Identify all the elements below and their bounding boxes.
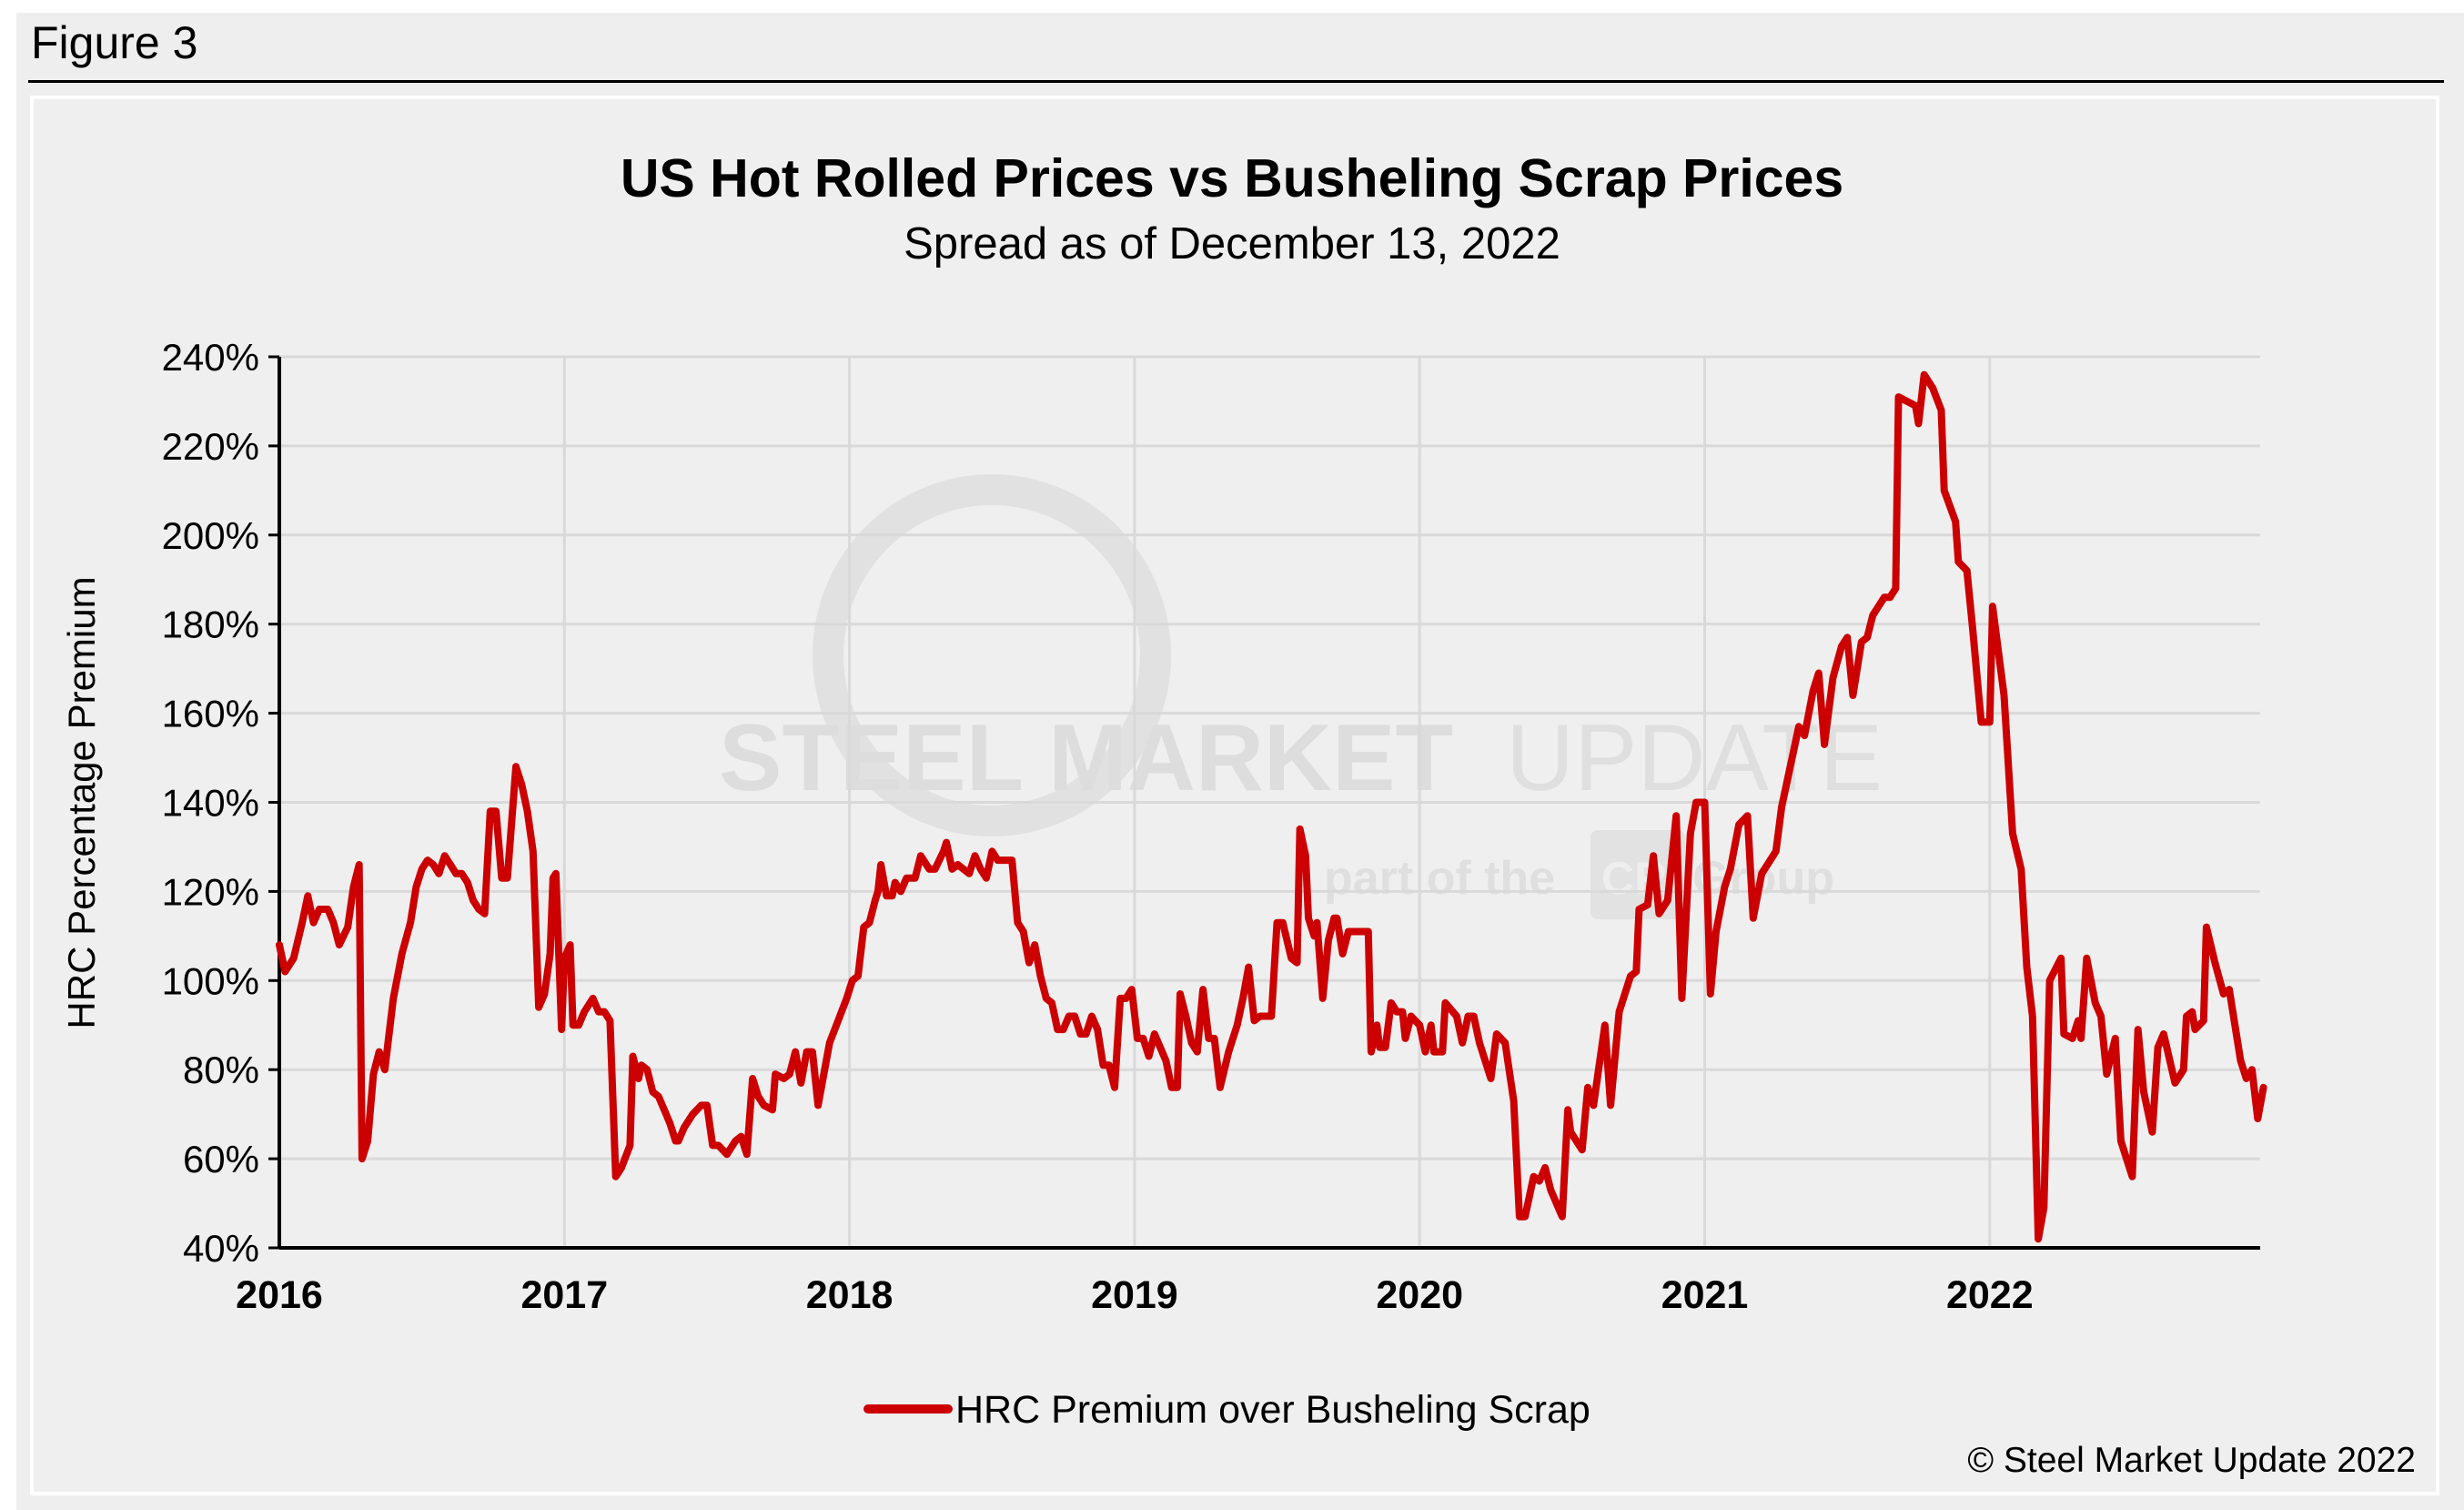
y-tick-label: 180%: [162, 603, 259, 646]
legend-label: HRC Premium over Busheling Scrap: [955, 1388, 1590, 1432]
x-tick-label: 2018: [806, 1273, 894, 1317]
y-tick-label: 200%: [162, 514, 259, 557]
x-tick-label: 2020: [1376, 1273, 1463, 1317]
y-axis-title: HRC Percentage Premium: [60, 576, 103, 1029]
y-tick-label: 100%: [162, 959, 259, 1002]
chart-subtitle: Spread as of December 13, 2022: [904, 219, 1560, 269]
x-tick-label: 2021: [1661, 1273, 1749, 1317]
chart-title: US Hot Rolled Prices vs Busheling Scrap …: [621, 148, 1843, 208]
watermark-logo: STEEL MARKET UPDATE part of the CRU Grou…: [719, 474, 1883, 919]
watermark-swoosh: [813, 474, 1171, 836]
watermark-brand-box: [1590, 830, 1685, 919]
chart-panel: [30, 96, 2439, 1495]
watermark-text-bold: STEEL MARKET: [719, 705, 1453, 811]
figure-label: Figure 3: [31, 17, 198, 68]
y-tick-label: 120%: [162, 870, 259, 913]
series-line-hrc-premium: [276, 370, 2267, 1243]
x-tick-label: 2016: [236, 1273, 323, 1317]
y-tick-label: 140%: [162, 782, 259, 825]
legend: HRC Premium over Busheling Scrap: [863, 1388, 1590, 1432]
x-tick-label: 2019: [1091, 1273, 1178, 1317]
y-tick-label: 240%: [162, 336, 259, 379]
y-tick-label: 60%: [183, 1138, 259, 1181]
x-tick-label: 2022: [1946, 1273, 2034, 1317]
y-tick-label: 40%: [183, 1227, 259, 1270]
header-rule: [28, 80, 2444, 83]
watermark-tagline: part of the: [1324, 852, 1555, 905]
copyright: © Steel Market Update 2022: [1967, 1441, 2416, 1480]
y-tick-label: 160%: [162, 693, 259, 735]
tick-labels: 40% 60% 80% 100% 120% 140% 160% 180% 200% 220% 240…: [162, 336, 2034, 1317]
x-tick-label: 2017: [520, 1273, 608, 1317]
y-tick-label: 220%: [162, 425, 259, 468]
axes: [268, 355, 2260, 1250]
y-tick-label: 80%: [183, 1049, 259, 1091]
gridlines: [279, 355, 2260, 1248]
